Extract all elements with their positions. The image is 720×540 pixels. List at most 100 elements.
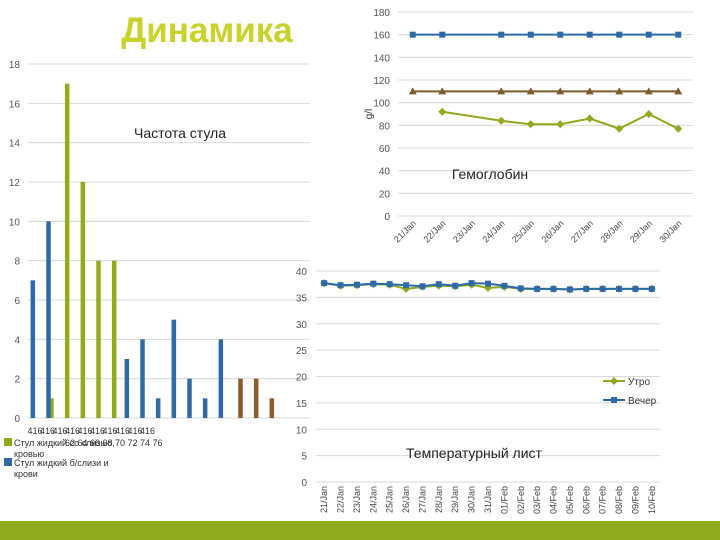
legend-label: Стул жидкий б/слизи и крови [14,458,109,479]
bar [171,319,177,418]
x-tick-label: 22/Jan [421,218,447,244]
y-tick-label: 15 [296,399,308,410]
y-tick-label: 10 [9,217,21,228]
data-point [527,31,534,38]
data-point [585,87,594,95]
data-point [452,282,459,289]
x-tick-label: 23/Jan [352,486,362,513]
data-point [468,280,475,287]
y-tick-label: 35 [296,293,308,304]
data-point [674,87,683,95]
data-point [674,124,683,133]
data-point [644,110,653,118]
x-tick-label: 03/Feb [532,486,542,514]
x-tick-label: 76 [152,438,162,448]
x-tick-label: 28/Jan [434,486,444,513]
chart-title: Гемоглобин [452,166,528,182]
bar [253,378,259,418]
y-tick-label: 6 [14,296,20,307]
y-tick-label: 25 [296,346,308,357]
data-point [501,282,508,289]
x-tick-label: 27/Jan [569,218,595,244]
bar [238,378,243,418]
x-tick-label: 22/Jan [336,486,346,513]
y-tick-label: 14 [9,139,21,150]
x-tick-label: 07/Feb [598,486,608,514]
data-point [534,285,541,292]
bar [46,221,51,418]
x-tick-label: 31/Jan [483,486,493,513]
data-point [403,282,410,289]
data-point [645,31,652,38]
x-tick-label: 06/Feb [581,486,591,514]
x-tick-label: 416 [90,426,105,436]
x-tick-label: 25/Jan [510,218,536,244]
x-tick-label: 64 [77,438,87,448]
data-point [556,120,565,129]
data-point [526,120,535,129]
data-point [498,31,505,38]
x-tick-label: 416 [27,426,42,436]
y-tick-label: 2 [14,375,20,386]
chart-title: Частота стула [134,125,226,141]
data-point [386,281,393,288]
x-tick-label: 09/Feb [630,486,640,514]
legend-swatch [4,458,12,466]
bar [80,182,86,418]
y-tick-label: 16 [9,99,21,110]
x-tick-label: 24/Jan [480,218,506,244]
data-point [644,87,653,95]
temperature-chart: 0 5 10 15 20 25 30 35 40 21/Jan 22/Jan 23/Jan 24/Jan… [296,267,660,514]
data-point [517,285,524,292]
x-tick-label: 416 [102,426,117,436]
data-point [599,285,606,292]
x-tick-label: 29/Jan [450,486,460,513]
bar [218,339,224,418]
x-tick-label: 416 [127,426,142,436]
data-point [615,87,624,95]
x-tick-label: 68 [102,438,112,448]
y-tick-label: 0 [301,478,307,489]
x-tick-label: 74 [140,438,150,448]
legend-label: Утро [628,377,650,388]
y-tick-label: 10 [296,425,308,436]
x-tick-label: 66 [90,438,100,448]
x-tick-label: 21/Jan [319,486,329,513]
y-tick-label: 80 [379,121,391,132]
x-tick-label: 05/Feb [565,486,575,514]
y-tick-label: 40 [296,267,308,278]
data-point [321,280,328,287]
x-tick-label: 01/Feb [499,486,509,514]
data-point [435,281,442,288]
data-point [438,107,447,116]
y-tick-label: 160 [373,31,390,42]
x-tick-label: 72 [127,438,137,448]
data-point [675,31,682,38]
data-point [550,285,557,292]
x-tick-label: 24/Jan [368,486,378,513]
data-point [566,286,573,293]
x-tick-label: 02/Feb [516,486,526,514]
series-line [442,110,679,130]
bar [187,378,192,418]
x-tick-label: 08/Feb [614,486,624,514]
legend-marker [610,377,618,385]
data-point [616,31,623,38]
x-tick-label: 21/Jan [392,218,418,244]
y-tick-label: 20 [379,189,391,200]
x-tick-label: 28/Jan [598,218,624,244]
data-point [353,281,360,288]
y-tick-label: 180 [373,8,390,19]
y-tick-label: 0 [384,212,390,223]
x-tick-label: 30/Jan [467,486,477,513]
x-tick-label: 62 [65,438,75,448]
y-tick-label: 30 [296,320,308,331]
bar [124,359,130,418]
slide-title: Динамика [121,11,293,50]
y-tick-label: 60 [379,144,391,155]
x-tick-label: 25/Jan [385,486,395,513]
bottom-accent-bar [0,521,720,540]
bar [49,398,54,418]
